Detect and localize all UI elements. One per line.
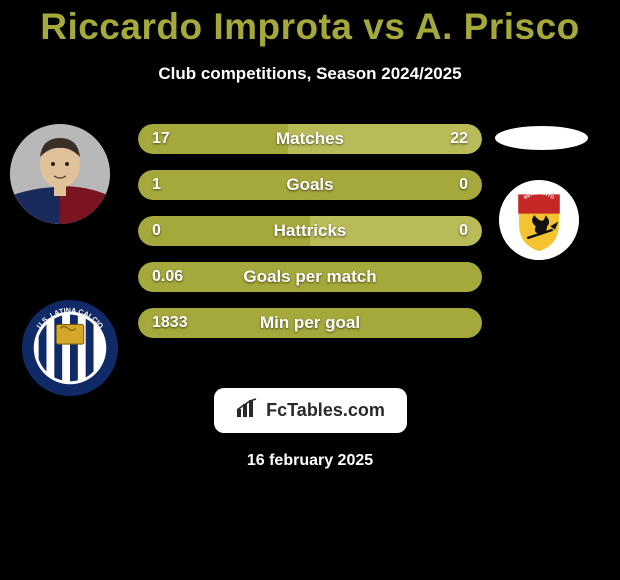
stat-bar-track: [138, 170, 482, 200]
stat-bar: 1833Min per goal: [138, 308, 482, 338]
right-badge-placeholder: [495, 126, 588, 150]
stat-bar-right-fill: [310, 216, 482, 246]
stat-value-left: 17: [152, 130, 170, 148]
stat-value-right: 0: [459, 176, 468, 194]
stat-bar: 1722Matches: [138, 124, 482, 154]
stat-bar: 0.06Goals per match: [138, 262, 482, 292]
stat-bar-left-fill: [138, 262, 482, 292]
player-left-avatar: [10, 124, 110, 224]
stat-bar-track: [138, 216, 482, 246]
site-attribution: FcTables.com: [214, 388, 407, 433]
stat-value-left: 1: [152, 176, 161, 194]
stat-bar-track: [138, 124, 482, 154]
stat-value-left: 1833: [152, 314, 188, 332]
stat-value-left: 0.06: [152, 268, 183, 286]
vs-label: vs: [363, 6, 405, 47]
stat-bar-left-fill: [138, 216, 310, 246]
stat-value-right: 0: [459, 222, 468, 240]
player-right-club-badge: BENEVENTO: [499, 180, 579, 260]
comparison-title: Riccardo Improta vs A. Prisco: [0, 6, 620, 48]
chart-icon: [236, 398, 258, 423]
stat-bar-track: [138, 308, 482, 338]
site-label: FcTables.com: [266, 400, 385, 421]
stat-bar: 10Goals: [138, 170, 482, 200]
player-left-name: Riccardo Improta: [40, 6, 352, 47]
stat-value-right: 22: [450, 130, 468, 148]
stat-value-left: 0: [152, 222, 161, 240]
stat-bar-left-fill: [138, 308, 482, 338]
player-right-name: A. Prisco: [415, 6, 580, 47]
comparison-card: Riccardo Improta vs A. Prisco Club compet…: [0, 0, 620, 580]
comparison-date: 16 february 2025: [0, 452, 620, 470]
stat-bar-left-fill: [138, 170, 482, 200]
player-left-club-badge: U.S. LATINA CALCIO: [21, 299, 119, 397]
stat-bar: 00Hattricks: [138, 216, 482, 246]
stat-bar-track: [138, 262, 482, 292]
comparison-subtitle: Club competitions, Season 2024/2025: [0, 64, 620, 84]
